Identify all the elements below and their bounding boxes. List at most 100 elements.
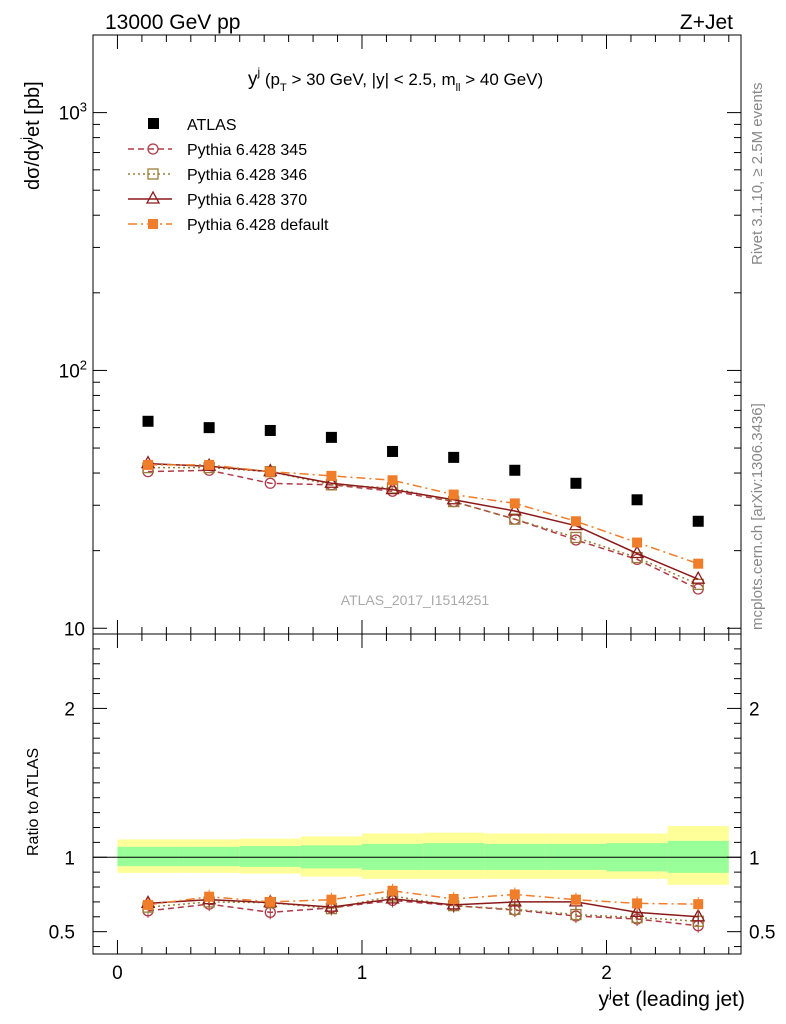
data-point (632, 898, 643, 909)
ratio-series-pythia-6-428-345 (142, 893, 704, 933)
data-point (570, 531, 582, 544)
ratio-y-axis-label: Ratio to ATLAS (25, 748, 42, 856)
legend-label: Pythia 6.428 default (187, 217, 329, 234)
data-point (570, 534, 582, 546)
mcplots-label: mcplots.cern.ch [arXiv:1306.3436] (749, 403, 766, 630)
data-point (387, 445, 399, 457)
legend-marker-atlas (148, 118, 159, 129)
data-point (448, 489, 459, 500)
data-point (264, 424, 276, 436)
data-point (147, 168, 159, 180)
data-point (387, 475, 398, 486)
data-point (143, 899, 154, 910)
x-tick-label: 2 (601, 963, 612, 984)
data-point (629, 903, 645, 917)
analysis-id-label: ATLAS_2017_I1514251 (341, 592, 490, 608)
legend-label: ATLAS (187, 117, 237, 134)
series-pythia-6-428-346 (142, 461, 704, 591)
data-point (145, 190, 161, 204)
data-point (691, 908, 706, 922)
plot-title: yj (pT > 30 GeV, |y| < 2.5, mll > 40 GeV… (248, 65, 543, 94)
data-series (140, 415, 706, 933)
ratio-series-pythia-6-428-default (143, 883, 704, 912)
rivet-version-label: Rivet 3.1.10, ≥ 2.5M events (749, 83, 766, 266)
ratio-tick-label-left: 2 (64, 699, 75, 720)
ratio-series-line (147, 899, 699, 927)
y-tick-label: 103 (59, 100, 87, 125)
ratio-band-inner (423, 843, 485, 870)
data-point (264, 477, 276, 489)
data-point (385, 890, 400, 904)
ratio-band-inner (239, 846, 301, 867)
data-point (629, 545, 645, 559)
series-atlas (142, 415, 704, 527)
data-point (570, 516, 581, 527)
energy-label: 13000 GeV pp (105, 11, 240, 34)
legend-label: Pythia 6.428 345 (187, 142, 307, 159)
data-point (324, 474, 339, 488)
legend: ATLAS Pythia 6.428 345 Pythia 6.428 346 Pyt… (128, 117, 329, 234)
data-point (326, 470, 337, 481)
data-point (692, 515, 704, 527)
series-pythia-6-428-370 (140, 455, 706, 584)
data-point (509, 889, 520, 900)
data-point (507, 502, 522, 516)
data-point (326, 894, 337, 905)
data-point (509, 464, 521, 476)
data-point (507, 893, 522, 907)
series-line (148, 466, 699, 586)
data-point (147, 143, 159, 155)
ratio-series-pythia-6-428-370 (140, 890, 706, 924)
series-pythia-6-428-default (143, 459, 704, 569)
axis-ticks (93, 34, 741, 954)
data-point (448, 451, 460, 463)
ratio-tick-label-right: 0.5 (749, 923, 775, 944)
y-axis-label: dσ/dyjet [pb] (18, 81, 44, 190)
data-point (204, 459, 215, 470)
data-point (509, 498, 520, 509)
data-point (692, 578, 704, 591)
x-tick-label: 1 (357, 963, 368, 984)
data-point (265, 896, 276, 907)
data-point (142, 415, 154, 427)
series-line (147, 462, 699, 580)
ratio-series-line (147, 895, 699, 923)
legend-label: Pythia 6.428 370 (187, 192, 307, 209)
data-point (324, 898, 339, 912)
data-point (631, 494, 643, 506)
x-axis-label: yjet (leading jet) (599, 985, 745, 1011)
x-tick-label: 0 (112, 963, 123, 984)
data-point (691, 570, 706, 584)
series-pythia-6-428-345 (142, 464, 704, 595)
legend-label: Pythia 6.428 346 (187, 167, 307, 184)
series-line (148, 464, 699, 565)
ratio-tick-label-right: 1 (749, 848, 760, 869)
ratio-tick-label-right: 2 (749, 699, 760, 720)
plot-frames (92, 34, 742, 955)
data-point (570, 894, 581, 905)
data-point (632, 537, 643, 548)
data-point (143, 459, 154, 470)
ratio-tick-label-left: 0.5 (49, 923, 75, 944)
data-point (385, 481, 400, 495)
ratio-tick-label-left: 1 (64, 848, 75, 869)
data-point (570, 908, 582, 921)
ratio-series-line (147, 889, 699, 906)
data-point (448, 893, 459, 904)
ratio-plot-frame (92, 633, 742, 955)
data-point (693, 899, 704, 910)
tick-labels: 10 102 103 0.5 0.5 1 1 2 2 0 1 2 (49, 100, 776, 984)
y-tick-label: 10 (64, 619, 85, 640)
ratio-band-inner (117, 846, 179, 867)
y-tick-label: 102 (59, 357, 87, 382)
process-label: Z+Jet (680, 11, 733, 34)
data-point (570, 477, 582, 489)
data-point (148, 219, 158, 229)
data-point (325, 431, 337, 443)
ratio-uncertainty-bands (93, 826, 741, 885)
data-point (693, 558, 704, 569)
data-point (265, 466, 276, 477)
series-line (148, 469, 699, 590)
ratio-band-inner (178, 846, 240, 867)
